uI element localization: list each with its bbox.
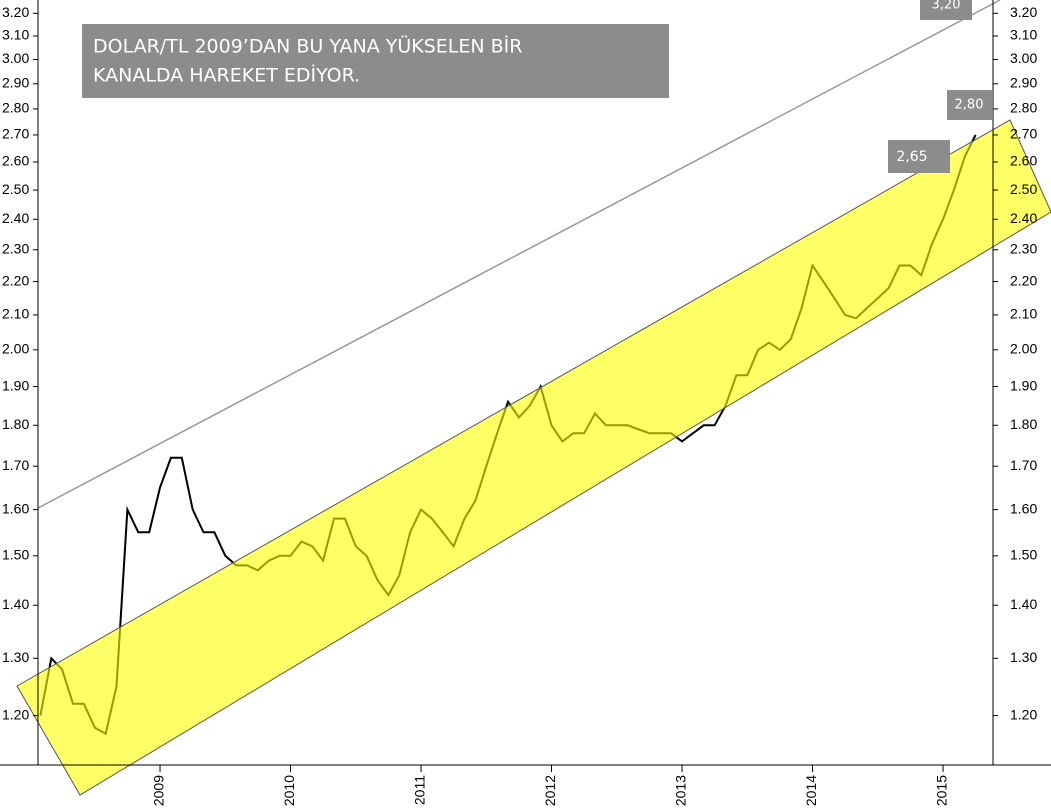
y-tick-label: 2.30 — [1010, 240, 1037, 256]
annotation: 3,20 — [932, 0, 961, 13]
y-tick-label: 1.90 — [2, 377, 29, 393]
annotation-box — [947, 90, 992, 120]
y-tick-label: 1.70 — [1010, 457, 1037, 473]
x-tick-label: 2012 — [542, 775, 558, 806]
y-tick-label: 2.60 — [1010, 153, 1037, 169]
y-tick-label: 1.50 — [2, 547, 29, 563]
y-tick-label: 3.00 — [1010, 50, 1037, 66]
channel — [16, 119, 1051, 796]
y-tick-label: 2.20 — [1010, 272, 1037, 288]
y-tick-label: 2.60 — [2, 153, 29, 169]
y-tick-label: 1.30 — [2, 649, 29, 665]
y-tick-label: 3.20 — [1010, 4, 1037, 20]
y-tick-label: 2.20 — [2, 272, 29, 288]
y-tick-label: 2.80 — [1010, 100, 1037, 116]
y-tick-label: 1.40 — [2, 596, 29, 612]
y-tick-label: 1.80 — [2, 416, 29, 432]
annotation: 2,65 — [896, 149, 927, 165]
y-tick-label: 2.50 — [1010, 181, 1037, 197]
y-tick-label: 2.00 — [1010, 341, 1037, 357]
x-tick-label: 2015 — [934, 775, 950, 806]
annotation-box — [888, 140, 950, 173]
y-tick-label: 2.30 — [2, 240, 29, 256]
annotation: 2,80 — [955, 98, 984, 113]
y-tick-label: 2.90 — [2, 74, 29, 90]
y-tick-label: 2.80 — [2, 100, 29, 116]
x-tick-label: 2014 — [803, 775, 819, 806]
y-tick-label: 1.60 — [2, 500, 29, 516]
y-tick-label: 1.20 — [2, 706, 29, 722]
x-tick-label: 2013 — [673, 775, 689, 806]
annotation-box — [82, 24, 669, 98]
y-tick-label: 3.10 — [1010, 27, 1037, 43]
y-tick-label: 2.50 — [2, 181, 29, 197]
annotation: KANALDA HAREKET EDİYOR. — [93, 64, 360, 87]
y-tick-label: 1.70 — [2, 457, 29, 473]
y-tick-label: 3.00 — [2, 50, 29, 66]
y-tick-label: 1.20 — [1010, 706, 1037, 722]
upper-channel-line — [37, 0, 1001, 509]
y-tick-label: 2.00 — [2, 341, 29, 357]
y-tick-label: 1.30 — [1010, 649, 1037, 665]
y-tick-label: 2.70 — [1010, 126, 1037, 142]
y-tick-label: 3.10 — [2, 27, 29, 43]
x-tick-label: 2010 — [281, 775, 297, 806]
y-tick-label: 3.20 — [2, 4, 29, 20]
y-tick-label: 1.40 — [1010, 596, 1037, 612]
x-tick-label: 2009 — [151, 775, 167, 806]
annotation-box — [920, 0, 972, 20]
y-tick-label: 1.50 — [1010, 547, 1037, 563]
y-tick-label: 2.10 — [2, 306, 29, 322]
y-tick-label: 2.40 — [2, 210, 29, 226]
x-tick-label: 2011 — [412, 775, 428, 805]
y-tick-label: 2.70 — [2, 126, 29, 142]
y-tick-label: 2.40 — [1010, 210, 1037, 226]
annotation: DOLAR/TL 2009’DAN BU YANA YÜKSELEN BİR — [93, 35, 522, 58]
y-tick-label: 2.90 — [1010, 74, 1037, 90]
y-tick-label: 1.60 — [1010, 500, 1037, 516]
y-tick-label: 1.80 — [1010, 416, 1037, 432]
y-tick-label: 1.90 — [1010, 377, 1037, 393]
y-tick-label: 2.10 — [1010, 306, 1037, 322]
